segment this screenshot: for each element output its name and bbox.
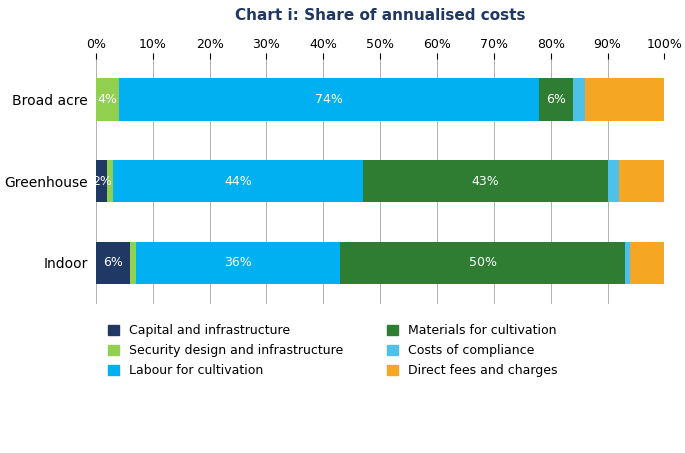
Bar	[340, 241, 625, 284]
Legend: Capital and infrastructure, Security design and infrastructure, Labour for culti: Capital and infrastructure, Security des…	[108, 324, 558, 377]
Bar	[573, 78, 585, 121]
Bar	[108, 160, 113, 202]
Bar	[585, 78, 664, 121]
Bar	[539, 78, 573, 121]
Bar	[630, 241, 664, 284]
Text: 74%: 74%	[315, 93, 343, 106]
Text: 4%: 4%	[97, 93, 117, 106]
Text: 44%: 44%	[224, 175, 252, 188]
Bar	[113, 160, 363, 202]
Bar	[608, 160, 619, 202]
Text: 2%: 2%	[92, 175, 112, 188]
Bar	[96, 78, 119, 121]
Bar	[96, 160, 108, 202]
Bar	[130, 241, 136, 284]
Bar	[363, 160, 608, 202]
Text: 6%: 6%	[547, 93, 566, 106]
Bar	[96, 241, 130, 284]
Bar	[625, 241, 630, 284]
Bar	[619, 160, 664, 202]
Text: 43%: 43%	[471, 175, 499, 188]
Bar	[119, 78, 539, 121]
Bar	[136, 241, 340, 284]
Text: 6%: 6%	[103, 256, 123, 269]
Text: 36%: 36%	[224, 256, 252, 269]
Text: 50%: 50%	[469, 256, 497, 269]
Title: Chart i: Share of annualised costs: Chart i: Share of annualised costs	[235, 8, 525, 23]
